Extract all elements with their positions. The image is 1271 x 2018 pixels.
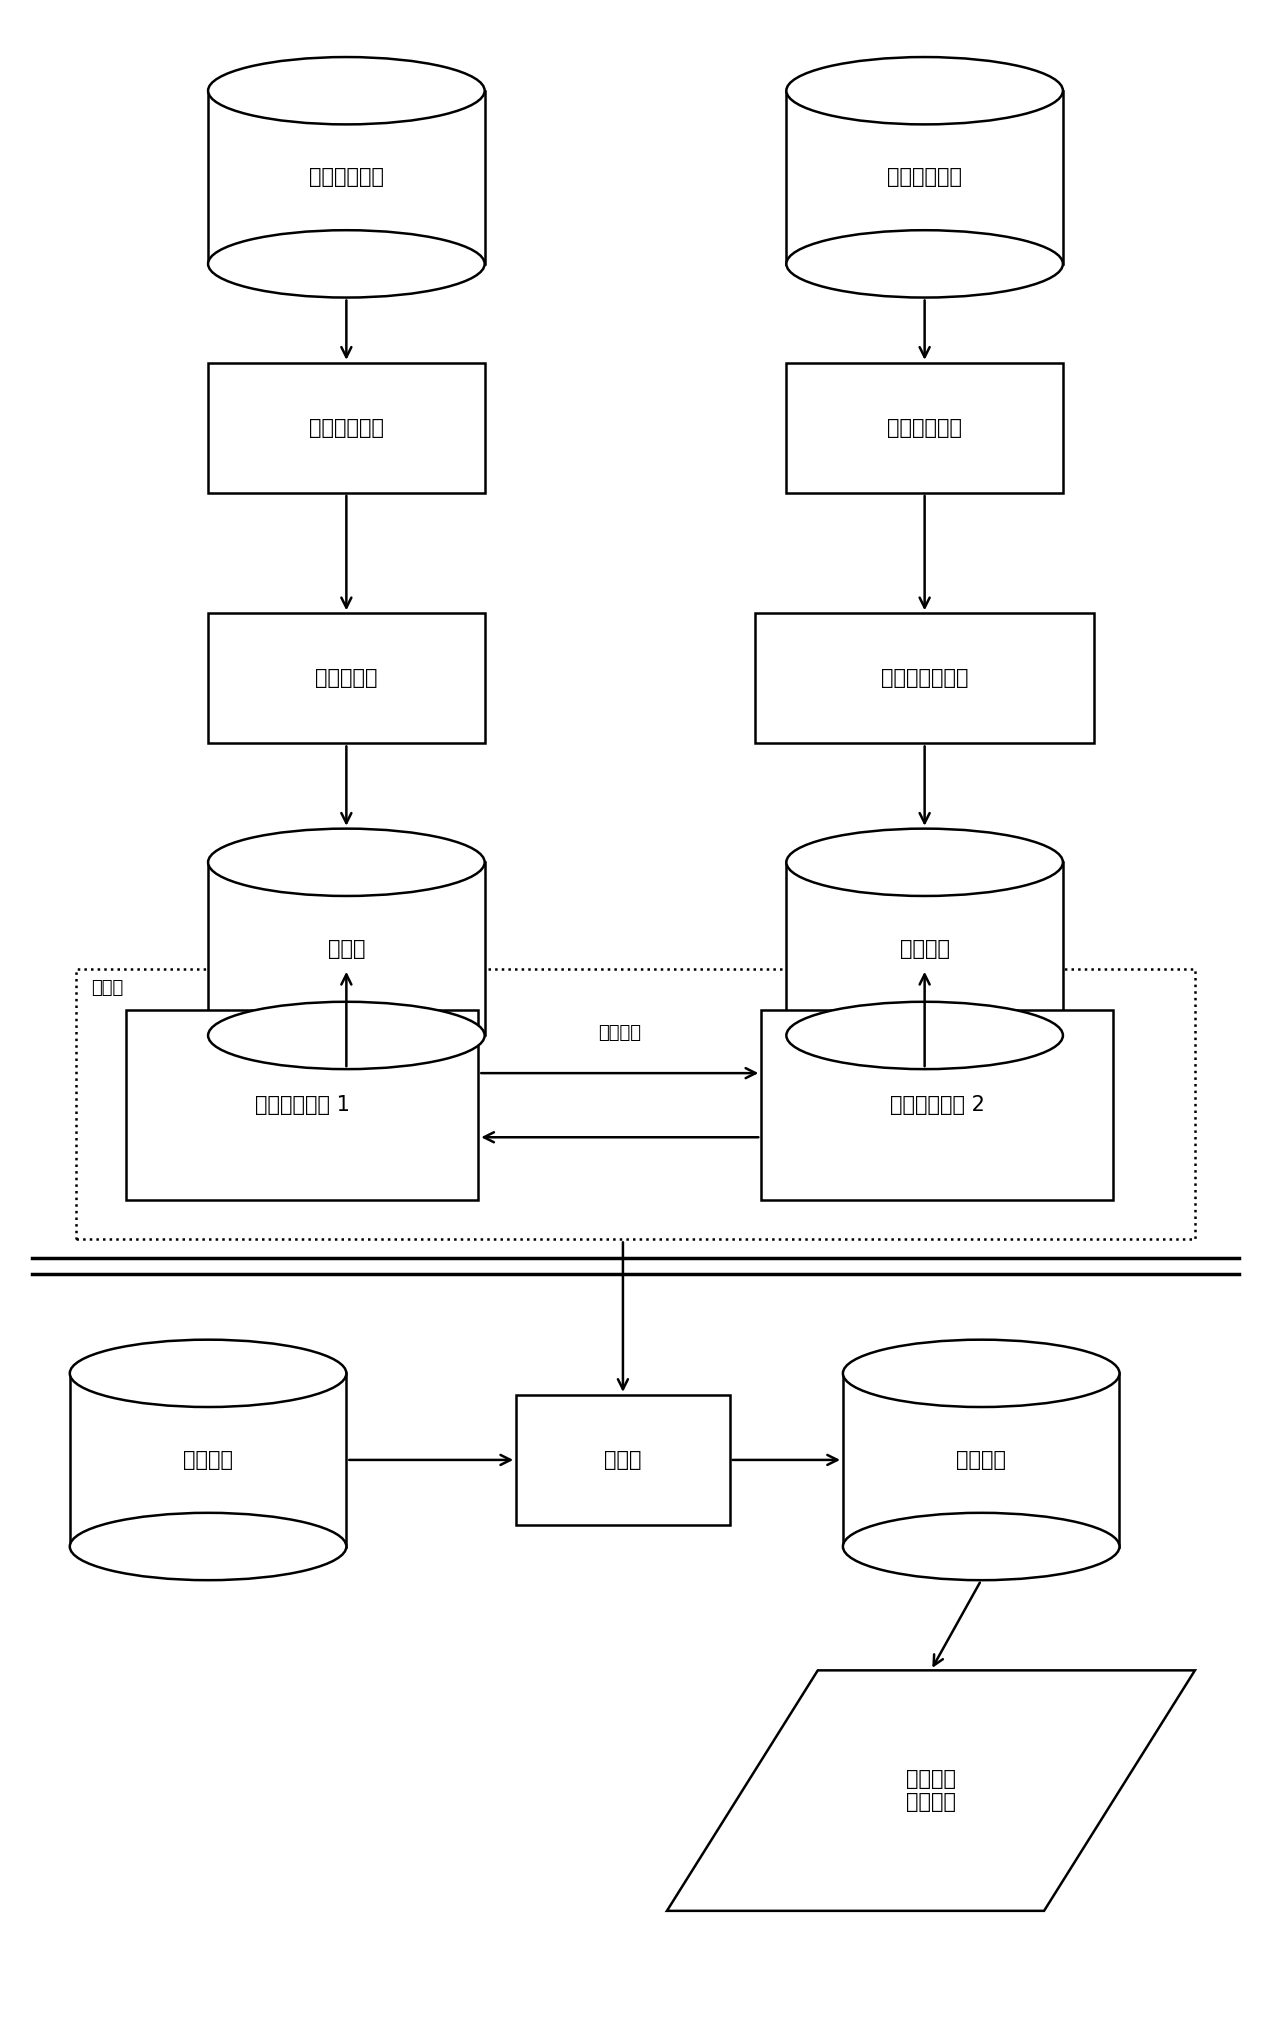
Text: 进行评测
输出得分: 进行评测 输出得分	[906, 1770, 956, 1812]
Text: 双语预处理器: 双语预处理器	[309, 418, 384, 438]
Text: 短语表: 短语表	[328, 938, 365, 959]
Ellipse shape	[208, 1001, 484, 1070]
Ellipse shape	[70, 1514, 347, 1580]
Bar	[208, 862, 484, 1035]
Bar	[787, 862, 1063, 1035]
Bar	[208, 91, 484, 264]
Text: 机器翻译系统 1: 机器翻译系统 1	[255, 1096, 350, 1116]
Polygon shape	[667, 1671, 1195, 1911]
Text: 训练器: 训练器	[92, 979, 123, 997]
Bar	[76, 969, 1195, 1239]
Bar	[761, 1009, 1113, 1201]
Ellipse shape	[843, 1514, 1120, 1580]
Bar	[70, 1374, 347, 1546]
Ellipse shape	[787, 57, 1063, 125]
Text: 短语抽取器: 短语抽取器	[315, 668, 377, 688]
Bar	[787, 363, 1063, 492]
Bar	[516, 1394, 730, 1526]
Bar	[208, 613, 484, 743]
Ellipse shape	[843, 1340, 1120, 1407]
Ellipse shape	[787, 230, 1063, 297]
Ellipse shape	[787, 1001, 1063, 1070]
Text: 机器翻译系统 2: 机器翻译系统 2	[890, 1096, 985, 1116]
Text: 翻译结果: 翻译结果	[956, 1449, 1007, 1469]
Text: 共享特征: 共享特征	[599, 1023, 642, 1041]
Ellipse shape	[70, 1340, 347, 1407]
Text: 单语预处理器: 单语预处理器	[887, 418, 962, 438]
Bar	[126, 1009, 478, 1201]
Ellipse shape	[787, 829, 1063, 896]
Ellipse shape	[208, 829, 484, 896]
Text: 语言模型生成器: 语言模型生成器	[881, 668, 969, 688]
Text: 单语训练语料: 单语训练语料	[887, 167, 962, 188]
Text: 双语训练语料: 双语训练语料	[309, 167, 384, 188]
Text: 语言模型: 语言模型	[900, 938, 949, 959]
Text: 测试语料: 测试语料	[183, 1449, 233, 1469]
Ellipse shape	[208, 230, 484, 297]
Text: 解码器: 解码器	[604, 1449, 642, 1469]
Bar	[208, 363, 484, 492]
Bar	[787, 91, 1063, 264]
Ellipse shape	[208, 57, 484, 125]
Bar	[755, 613, 1094, 743]
Bar	[843, 1374, 1120, 1546]
